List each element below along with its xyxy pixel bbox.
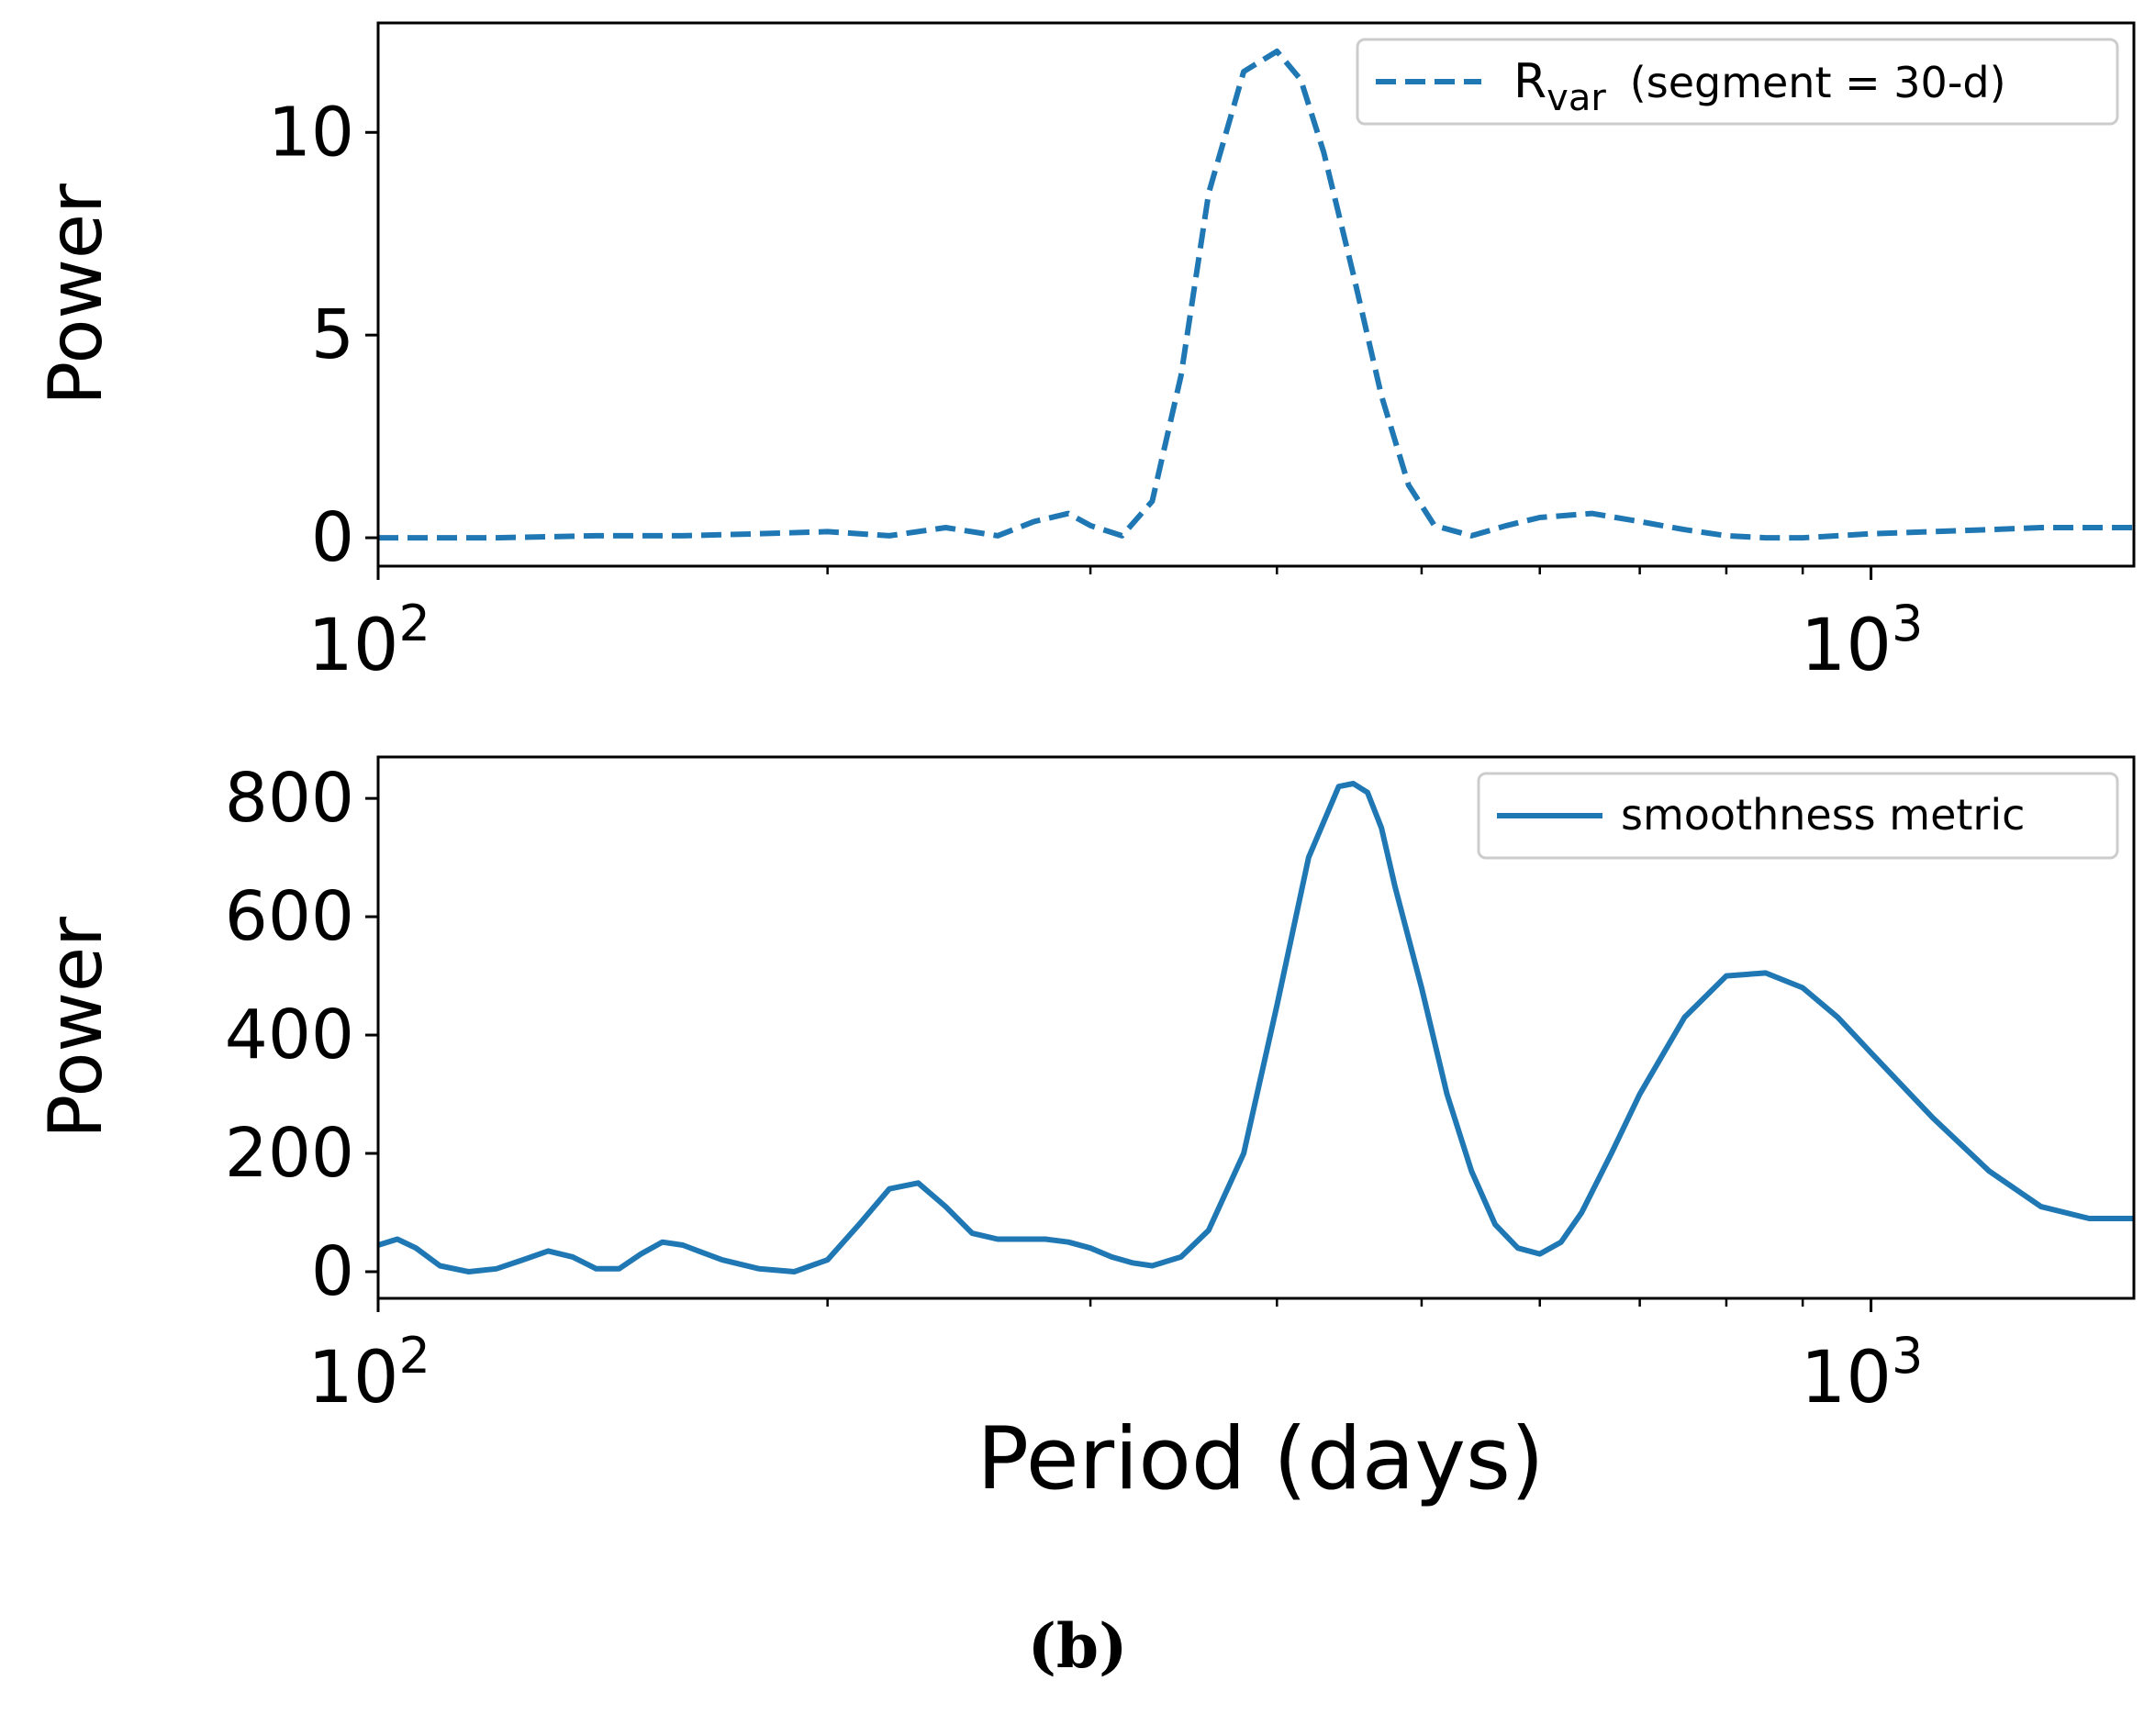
- axes-frame-bottom: [376, 755, 2136, 1300]
- legend-top: Rvar (segment = 30-d): [1356, 38, 2119, 126]
- ytick-label-bottom: 800: [225, 759, 354, 838]
- xtick-label-top: 103: [1801, 595, 1924, 687]
- ytick-label-top: 0: [311, 498, 354, 577]
- xtick-label-exponent: 2: [398, 595, 430, 652]
- legend-label-main: R: [1513, 54, 1546, 109]
- legend-bottom: smoothness metric: [1477, 772, 2119, 860]
- axes-frame-top: [376, 21, 2136, 568]
- ytick-label-bottom: 0: [311, 1232, 354, 1311]
- legend-box-top: [1356, 38, 2119, 126]
- legend-label-rest: (segment = 30-d): [1630, 58, 2006, 107]
- xtick-label-base: 10: [307, 1337, 398, 1419]
- x-axis-label-bottom: Period (days): [977, 1409, 1544, 1509]
- figure-caption: (b): [1027, 1610, 1128, 1682]
- ytick-label-bottom: 400: [225, 996, 354, 1074]
- ytick-label-top: 5: [311, 295, 354, 374]
- legend-label-top: Rvar (segment = 30-d): [1513, 54, 2006, 119]
- xtick-label-bottom: 103: [1801, 1327, 1924, 1419]
- xtick-label-exponent: 3: [1892, 595, 1923, 652]
- y-axis-label-top: Power: [33, 184, 118, 406]
- legend-box-bottom: [1477, 772, 2119, 860]
- xtick-label-base: 10: [1801, 605, 1892, 687]
- legend-label-bottom: smoothness metric: [1621, 790, 2025, 840]
- xtick-label-top: 102: [307, 595, 430, 687]
- ytick-label-bottom: 200: [225, 1114, 354, 1193]
- xtick-label-exponent: 3: [1892, 1327, 1923, 1385]
- xtick-label-bottom: 102: [307, 1327, 430, 1419]
- xtick-label-base: 10: [307, 605, 398, 687]
- xtick-label-base: 10: [1801, 1337, 1892, 1419]
- ytick-label-top: 10: [268, 93, 354, 172]
- xtick-label-exponent: 2: [398, 1327, 430, 1385]
- series-line-top: [378, 48, 2134, 541]
- y-axis-label-bottom: Power: [33, 917, 118, 1139]
- legend-label-subscript: var: [1546, 77, 1606, 119]
- series-line-bottom: [377, 781, 2134, 1274]
- ytick-label-bottom: 600: [225, 877, 354, 956]
